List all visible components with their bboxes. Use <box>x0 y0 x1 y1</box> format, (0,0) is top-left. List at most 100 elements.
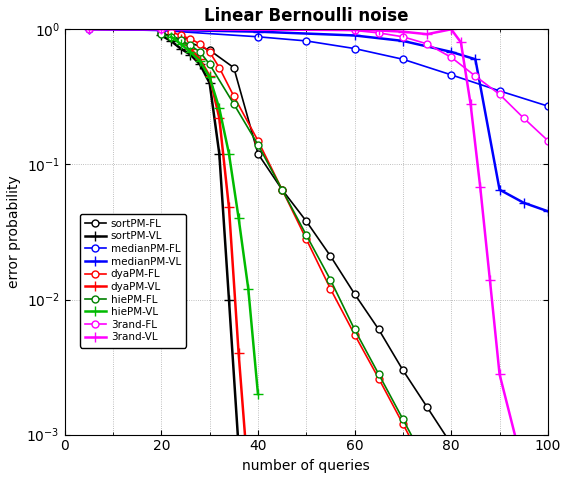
Line: medianPM-FL: medianPM-FL <box>85 26 552 109</box>
hiePM-VL <box>168 34 174 40</box>
hiePM-VL <box>187 49 194 55</box>
sortPM-FL <box>231 65 237 71</box>
hiePM-FL <box>158 31 165 37</box>
dyaPM-VL <box>197 56 203 62</box>
sortPM-FL <box>303 218 310 224</box>
sortPM-VL <box>216 151 223 156</box>
hiePM-VL <box>177 41 184 47</box>
dyaPM-VL <box>235 350 242 356</box>
3rand-FL <box>520 115 527 121</box>
3rand-VL <box>486 277 493 283</box>
hiePM-VL <box>225 151 232 156</box>
medianPM-FL <box>351 46 358 51</box>
dyaPM-FL <box>206 49 213 55</box>
dyaPM-FL <box>279 187 286 192</box>
medianPM-VL <box>472 56 479 62</box>
medianPM-VL <box>254 29 261 35</box>
hiePM-VL <box>254 391 261 397</box>
hiePM-FL <box>187 43 194 48</box>
hiePM-VL <box>245 286 252 292</box>
sortPM-FL <box>279 187 286 192</box>
sortPM-VL <box>187 52 194 58</box>
3rand-FL <box>472 73 479 79</box>
medianPM-FL <box>545 103 552 109</box>
sortPM-VL <box>206 80 213 86</box>
hiePM-FL <box>279 187 286 192</box>
Line: 3rand-FL: 3rand-FL <box>85 26 552 144</box>
Line: hiePM-FL: hiePM-FL <box>158 31 527 480</box>
hiePM-FL <box>327 277 334 283</box>
hiePM-FL <box>231 101 237 107</box>
hiePM-FL <box>424 462 431 468</box>
Line: hiePM-VL: hiePM-VL <box>166 32 263 399</box>
medianPM-FL <box>496 88 503 94</box>
3rand-FL <box>158 26 165 32</box>
3rand-VL <box>351 27 358 33</box>
dyaPM-VL <box>245 475 252 480</box>
dyaPM-FL <box>424 467 431 473</box>
sortPM-VL <box>235 445 242 451</box>
sortPM-VL <box>177 46 184 51</box>
sortPM-FL <box>375 326 382 332</box>
Legend: sortPM-FL, sortPM-VL, medianPM-FL, medianPM-VL, dyaPM-FL, dyaPM-VL, hiePM-FL, hi: sortPM-FL, sortPM-VL, medianPM-FL, media… <box>80 214 186 348</box>
medianPM-VL <box>520 200 527 205</box>
medianPM-FL <box>85 26 92 32</box>
hiePM-VL <box>216 106 223 111</box>
dyaPM-VL <box>216 115 223 121</box>
dyaPM-FL <box>351 332 358 337</box>
3rand-VL <box>496 372 503 377</box>
dyaPM-FL <box>399 421 406 427</box>
hiePM-FL <box>168 34 174 40</box>
Line: dyaPM-FL: dyaPM-FL <box>168 28 552 480</box>
sortPM-VL <box>168 38 174 44</box>
medianPM-VL <box>85 26 92 32</box>
hiePM-VL <box>235 216 242 221</box>
dyaPM-FL <box>327 286 334 292</box>
sortPM-FL <box>254 151 261 156</box>
medianPM-FL <box>303 38 310 44</box>
sortPM-VL <box>225 297 232 302</box>
sortPM-VL <box>197 61 203 67</box>
3rand-VL <box>375 27 382 33</box>
dyaPM-VL <box>177 36 184 42</box>
medianPM-VL <box>399 38 406 44</box>
3rand-VL <box>399 29 406 35</box>
dyaPM-FL <box>231 93 237 99</box>
medianPM-FL <box>448 72 454 78</box>
hiePM-FL <box>206 61 213 67</box>
medianPM-FL <box>158 27 165 33</box>
hiePM-FL <box>254 142 261 147</box>
3rand-VL <box>448 26 454 32</box>
sortPM-FL <box>399 367 406 373</box>
dyaPM-FL <box>197 41 203 47</box>
dyaPM-FL <box>254 138 261 144</box>
Line: medianPM-VL: medianPM-VL <box>84 24 553 216</box>
medianPM-FL <box>254 34 261 40</box>
Line: sortPM-VL: sortPM-VL <box>156 31 244 453</box>
3rand-FL <box>448 54 454 60</box>
hiePM-FL <box>399 416 406 422</box>
3rand-VL <box>477 184 483 190</box>
3rand-FL <box>424 41 431 47</box>
sortPM-FL <box>158 30 165 36</box>
Y-axis label: error probability: error probability <box>7 176 21 288</box>
sortPM-FL <box>206 48 213 53</box>
3rand-FL <box>545 138 552 144</box>
hiePM-VL <box>206 74 213 80</box>
sortPM-VL <box>158 33 165 38</box>
sortPM-FL <box>448 441 454 447</box>
medianPM-VL <box>496 187 503 192</box>
3rand-VL <box>467 101 474 107</box>
hiePM-FL <box>177 37 184 43</box>
medianPM-FL <box>399 56 406 62</box>
dyaPM-VL <box>187 46 194 51</box>
dyaPM-FL <box>177 33 184 38</box>
medianPM-VL <box>158 27 165 33</box>
3rand-FL <box>496 92 503 97</box>
hiePM-FL <box>303 232 310 238</box>
sortPM-FL <box>424 404 431 410</box>
dyaPM-VL <box>225 204 232 210</box>
hiePM-FL <box>197 49 203 55</box>
Line: sortPM-FL: sortPM-FL <box>158 29 503 480</box>
hiePM-FL <box>375 372 382 377</box>
